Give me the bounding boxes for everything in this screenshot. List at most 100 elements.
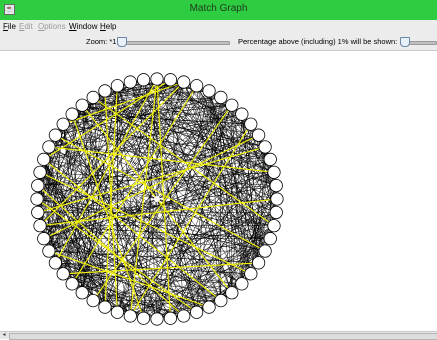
menu-file[interactable]: File bbox=[3, 22, 16, 31]
graph-node[interactable] bbox=[177, 309, 191, 323]
graph-node[interactable] bbox=[75, 98, 89, 112]
highlighted-edge bbox=[156, 78, 171, 319]
graph-node[interactable] bbox=[150, 312, 164, 326]
graph-node[interactable] bbox=[86, 90, 100, 104]
graph-node[interactable] bbox=[270, 192, 284, 206]
menu-edit-label: dit bbox=[24, 22, 33, 31]
graph-node[interactable] bbox=[98, 300, 112, 314]
graph-node[interactable] bbox=[258, 244, 272, 258]
menu-file-mnemonic: F bbox=[3, 22, 8, 31]
graph-node[interactable] bbox=[123, 309, 137, 323]
graph-node[interactable] bbox=[214, 90, 228, 104]
menu-bar: File Edit Options Window Help bbox=[0, 20, 437, 33]
menu-edit-mnemonic: E bbox=[19, 22, 25, 31]
highlighted-edge bbox=[71, 113, 145, 319]
graph-node[interactable] bbox=[263, 152, 277, 166]
highlighted-edge bbox=[37, 146, 266, 213]
graph-node[interactable] bbox=[163, 311, 178, 325]
graph-node[interactable] bbox=[65, 107, 79, 121]
graph-node[interactable] bbox=[269, 205, 283, 220]
graph-canvas[interactable] bbox=[0, 51, 437, 331]
menu-help[interactable]: Help bbox=[100, 22, 116, 31]
graph-node[interactable] bbox=[225, 286, 239, 300]
match-graph[interactable] bbox=[0, 51, 437, 331]
menu-file-label: ile bbox=[7, 22, 16, 31]
graph-node[interactable] bbox=[56, 267, 70, 281]
graph-node[interactable] bbox=[163, 73, 178, 87]
graph-node[interactable] bbox=[30, 192, 44, 206]
scroll-left-arrow-icon[interactable]: ◂ bbox=[2, 332, 6, 338]
graph-node[interactable] bbox=[244, 267, 258, 281]
graph-node[interactable] bbox=[110, 305, 124, 319]
menu-window-label: indow bbox=[76, 22, 98, 31]
graph-node[interactable] bbox=[252, 256, 266, 270]
graph-node[interactable] bbox=[75, 286, 89, 300]
highlighted-edge bbox=[55, 134, 266, 252]
highlighted-edge bbox=[48, 250, 210, 308]
highlighted-edge bbox=[39, 171, 252, 275]
window-title: Match Graph bbox=[189, 3, 248, 14]
toolbar: Zoom: *1 Percentage above (including) 1%… bbox=[0, 33, 437, 51]
title-bar[interactable]: ☕ Match Graph bbox=[0, 0, 437, 20]
java-app-icon[interactable]: ☕ bbox=[4, 4, 15, 15]
highlighted-edge bbox=[48, 146, 275, 173]
menu-window[interactable]: Window bbox=[69, 22, 97, 31]
highlighted-edge bbox=[129, 78, 158, 317]
graph-node[interactable] bbox=[42, 244, 56, 258]
menu-options-mnemonic: O bbox=[38, 22, 45, 31]
graph-node[interactable] bbox=[37, 232, 51, 246]
graph-node[interactable] bbox=[267, 165, 281, 179]
graph-node[interactable] bbox=[252, 128, 266, 142]
graph-node[interactable] bbox=[263, 232, 277, 246]
zoom-label: Zoom: *1 bbox=[86, 37, 117, 46]
highlighted-edge bbox=[129, 123, 252, 317]
graph-node[interactable] bbox=[190, 79, 204, 93]
graph-node[interactable] bbox=[31, 178, 45, 193]
highlighted-edge bbox=[62, 81, 184, 125]
graph-node[interactable] bbox=[37, 152, 51, 166]
graph-node[interactable] bbox=[56, 117, 70, 131]
graph-node[interactable] bbox=[150, 72, 164, 86]
graph-node[interactable] bbox=[267, 219, 281, 233]
graph-node[interactable] bbox=[190, 305, 204, 319]
scrollbar-thumb[interactable] bbox=[9, 333, 437, 340]
graph-node[interactable] bbox=[31, 205, 45, 220]
graph-node[interactable] bbox=[269, 178, 283, 193]
highlighted-edge bbox=[43, 158, 222, 302]
graph-node[interactable] bbox=[33, 219, 47, 233]
graph-node[interactable] bbox=[110, 79, 124, 93]
graph-node[interactable] bbox=[48, 128, 62, 142]
highlighted-edge bbox=[63, 262, 259, 275]
graph-node[interactable] bbox=[33, 165, 47, 179]
graph-node[interactable] bbox=[235, 107, 249, 121]
graph-node[interactable] bbox=[202, 84, 216, 98]
graph-node[interactable] bbox=[235, 277, 249, 291]
graph-node[interactable] bbox=[42, 140, 56, 154]
graph-node[interactable] bbox=[48, 256, 62, 270]
graph-node[interactable] bbox=[258, 140, 272, 154]
graph-node[interactable] bbox=[244, 117, 258, 131]
zoom-slider-thumb[interactable] bbox=[117, 37, 127, 47]
menu-options[interactable]: Options bbox=[38, 22, 66, 31]
graph-node[interactable] bbox=[65, 277, 79, 291]
center-marker bbox=[154, 196, 160, 202]
menu-edit[interactable]: Edit bbox=[19, 22, 33, 31]
zoom-slider[interactable] bbox=[117, 37, 230, 47]
graph-node[interactable] bbox=[86, 294, 100, 308]
graph-node[interactable] bbox=[177, 75, 191, 89]
highlighted-edge bbox=[104, 85, 118, 308]
highlighted-edge bbox=[37, 185, 185, 317]
percentage-slider-thumb[interactable] bbox=[400, 37, 410, 47]
graph-node[interactable] bbox=[214, 294, 228, 308]
graph-node[interactable] bbox=[98, 84, 112, 98]
graph-node[interactable] bbox=[136, 311, 151, 325]
graph-node[interactable] bbox=[202, 300, 216, 314]
highlighted-edge bbox=[39, 81, 185, 227]
zoom-slider-track[interactable] bbox=[117, 41, 230, 45]
graph-nodes bbox=[30, 72, 284, 326]
highlighted-edge bbox=[92, 104, 233, 301]
graph-node[interactable] bbox=[136, 73, 151, 87]
percentage-slider[interactable] bbox=[400, 37, 437, 47]
graph-node[interactable] bbox=[225, 98, 239, 112]
graph-node[interactable] bbox=[123, 75, 137, 89]
